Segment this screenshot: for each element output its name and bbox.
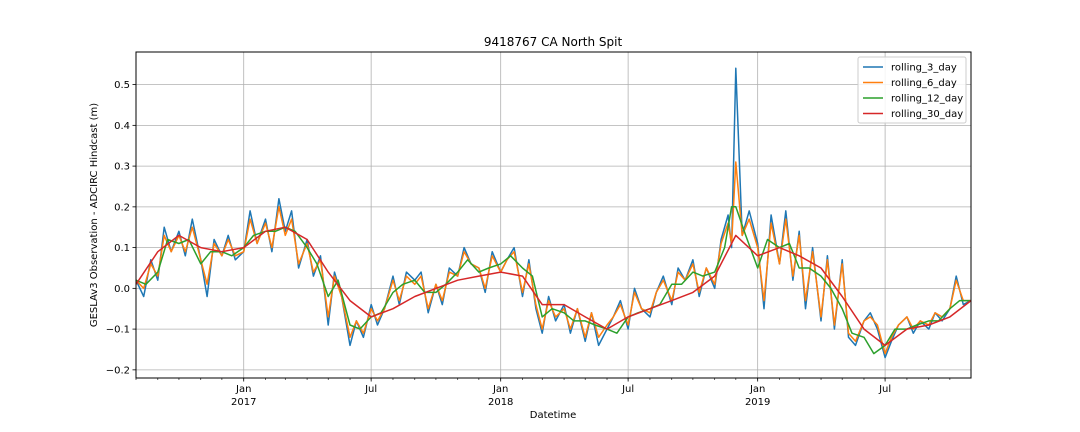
y-tick-label: 0.1	[114, 243, 130, 254]
y-tick-label: 0.0	[114, 284, 130, 295]
x-tick-label: Jul	[878, 384, 891, 395]
plot-area	[135, 51, 972, 379]
x-tick-year-label: 2019	[745, 397, 770, 408]
series-layer	[135, 67, 972, 359]
y-tick-label: −0.2	[106, 365, 130, 376]
x-tick-year-label: 2017	[231, 397, 256, 408]
y-tick-label: 0.5	[114, 80, 130, 91]
x-tick-label: Jul	[364, 384, 377, 395]
y-axis: −0.2 −0.1 0.0 0.1 0.2 0.3 0.4 0.5	[106, 80, 136, 376]
x-axis-label: Datetime	[530, 410, 577, 421]
series-line-rolling-12-day	[135, 206, 971, 355]
grid	[136, 52, 971, 378]
legend-label: rolling_30_day	[891, 109, 963, 120]
legend: rolling_3_day rolling_6_day rolling_12_day…	[857, 56, 967, 124]
chart-title: 9418767 CA North Spit	[484, 35, 623, 49]
x-tick-year-label: 2018	[488, 397, 513, 408]
x-tick-label: Jan	[492, 384, 508, 395]
y-tick-label: 0.2	[114, 202, 130, 213]
x-tick-label: Jan	[749, 384, 765, 395]
x-tick-label: Jul	[621, 384, 634, 395]
legend-label: rolling_3_day	[891, 63, 957, 74]
y-tick-label: −0.1	[106, 325, 130, 336]
legend-label: rolling_6_day	[891, 78, 957, 89]
series-line-rolling-3-day	[135, 67, 972, 359]
x-axis: Jan 2017 Jul Jan 2018 Jul Jan 2019 Jul	[135, 378, 951, 408]
y-tick-label: 0.4	[114, 121, 130, 132]
plot-frame	[135, 51, 972, 379]
series-line-rolling-6-day	[135, 161, 971, 355]
x-tick-label: Jan	[235, 384, 251, 395]
y-tick-label: 0.3	[114, 162, 130, 173]
y-axis-label: GESLAv3 Observation - ADCIRC Hindcast (m…	[89, 103, 100, 327]
legend-box	[857, 56, 967, 124]
legend-label: rolling_12_day	[891, 94, 963, 105]
series-line-rolling-30-day	[135, 226, 972, 347]
